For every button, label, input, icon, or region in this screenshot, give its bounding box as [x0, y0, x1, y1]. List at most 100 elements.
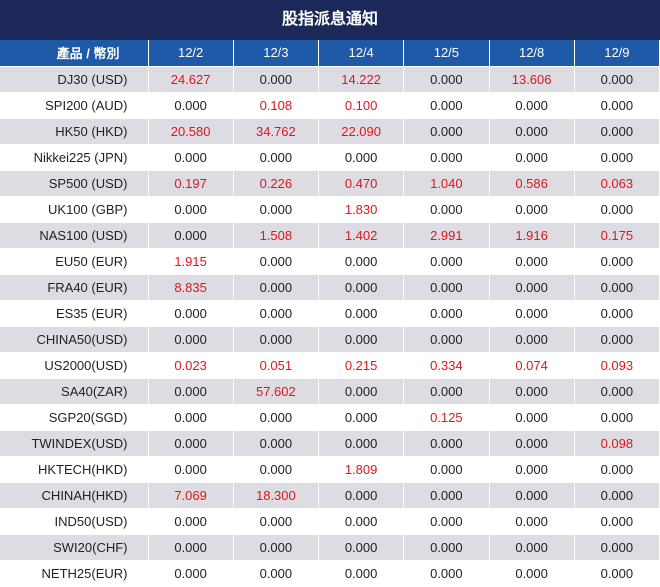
dividend-cell: 1.915	[148, 248, 234, 275]
dividend-cell: 0.000	[574, 456, 660, 483]
dividend-cell: 0.000	[489, 274, 575, 301]
dividend-cell: 0.000	[489, 144, 575, 171]
dividend-cell: 0.000	[403, 560, 490, 587]
dividend-cell: 0.000	[233, 404, 320, 431]
dividend-cell: 0.215	[318, 352, 405, 379]
dividend-cell: 0.000	[233, 196, 320, 223]
dividend-cell: 0.023	[148, 352, 234, 379]
dividend-cell: 0.125	[403, 404, 490, 431]
dividend-cell: 0.000	[318, 534, 405, 561]
product-cell: CHINA50(USD)	[0, 326, 149, 353]
dividend-cell: 22.090	[318, 118, 405, 145]
dividend-cell: 0.000	[403, 430, 490, 457]
dividend-cell: 0.000	[403, 326, 490, 353]
dividend-cell: 0.000	[489, 248, 575, 275]
dividend-cell: 0.000	[574, 144, 660, 171]
dividend-cell: 0.000	[148, 378, 234, 405]
dividend-cell: 0.000	[489, 300, 575, 327]
product-cell: CHINAH(HKD)	[0, 482, 149, 509]
dividend-cell: 0.000	[318, 300, 405, 327]
dividend-cell: 0.074	[489, 352, 575, 379]
dividend-cell: 0.000	[574, 378, 660, 405]
dividend-cell: 0.000	[403, 248, 490, 275]
dividend-cell: 0.000	[574, 300, 660, 327]
product-cell: EU50 (EUR)	[0, 248, 149, 275]
dividend-cell: 0.000	[489, 196, 575, 223]
dividend-cell: 0.000	[489, 508, 575, 535]
date-header: 12/5	[403, 40, 490, 67]
product-cell: IND50(USD)	[0, 508, 149, 535]
dividend-cell: 0.000	[403, 300, 490, 327]
dividend-cell: 0.000	[403, 196, 490, 223]
product-cell: US2000(USD)	[0, 352, 149, 379]
dividend-cell: 0.175	[574, 222, 660, 249]
dividend-cell: 0.000	[233, 560, 320, 587]
product-cell: DJ30 (USD)	[0, 66, 149, 93]
dividend-cell: 0.098	[574, 430, 660, 457]
header-row: 產品 / 幣別 12/2 12/3 12/4 12/5 12/8 12/9	[0, 40, 660, 67]
table: 產品 / 幣別 12/2 12/3 12/4 12/5 12/8 12/9 DJ30 (US…	[0, 40, 660, 587]
dividend-cell: 0.000	[489, 378, 575, 405]
product-cell: TWINDEX(USD)	[0, 430, 149, 457]
dividend-cell: 0.000	[318, 248, 405, 275]
dividend-cell: 1.040	[403, 170, 490, 197]
dividend-cell: 0.000	[489, 118, 575, 145]
dividend-cell: 0.000	[318, 274, 405, 301]
dividend-cell: 0.000	[403, 534, 490, 561]
dividend-cell: 0.586	[489, 170, 575, 197]
date-header: 12/4	[318, 40, 405, 67]
dividend-cell: 0.000	[574, 404, 660, 431]
table-row: EU50 (EUR) 1.915 0.000 0.000 0.000 0.000 0.000	[0, 248, 660, 275]
product-cell: NETH25(EUR)	[0, 560, 149, 587]
dividend-cell: 0.000	[574, 92, 660, 119]
dividend-cell: 0.000	[574, 196, 660, 223]
table-row: SPI200 (AUD) 0.000 0.108 0.100 0.000 0.000 0.0…	[0, 92, 660, 119]
dividend-cell: 0.108	[233, 92, 320, 119]
table-row: NAS100 (USD) 0.000 1.508 1.402 2.991 1.916 0.1…	[0, 222, 660, 249]
dividend-cell: 0.000	[233, 66, 320, 93]
dividend-cell: 0.000	[403, 118, 490, 145]
dividend-cell: 0.000	[148, 196, 234, 223]
dividend-cell: 0.000	[318, 378, 405, 405]
dividend-cell: 0.000	[318, 144, 405, 171]
dividend-cell: 0.000	[233, 326, 320, 353]
dividend-cell: 0.000	[574, 118, 660, 145]
table-row: TWINDEX(USD) 0.000 0.000 0.000 0.000 0.000 0.0…	[0, 430, 660, 457]
product-cell: NAS100 (USD)	[0, 222, 149, 249]
dividend-cell: 0.000	[489, 482, 575, 509]
table-row: DJ30 (USD) 24.627 0.000 14.222 0.000 13.606 0.…	[0, 66, 660, 93]
dividend-cell: 0.000	[574, 534, 660, 561]
date-header: 12/9	[574, 40, 660, 67]
dividend-cell: 0.197	[148, 170, 234, 197]
table-row: ES35 (EUR) 0.000 0.000 0.000 0.000 0.000 0.000	[0, 300, 660, 327]
table-row: US2000(USD) 0.023 0.051 0.215 0.334 0.074 0.09…	[0, 352, 660, 379]
dividend-cell: 0.000	[489, 326, 575, 353]
product-cell: SPI200 (AUD)	[0, 92, 149, 119]
dividend-cell: 0.000	[403, 92, 490, 119]
dividend-cell: 18.300	[233, 482, 320, 509]
table-row: NETH25(EUR) 0.000 0.000 0.000 0.000 0.000 0.00…	[0, 560, 660, 587]
dividend-cell: 0.000	[148, 326, 234, 353]
dividend-cell: 0.000	[574, 66, 660, 93]
dividend-cell: 0.000	[148, 430, 234, 457]
dividend-cell: 0.000	[403, 456, 490, 483]
dividend-cell: 0.000	[489, 456, 575, 483]
dividend-cell: 34.762	[233, 118, 320, 145]
dividend-cell: 0.000	[148, 560, 234, 587]
table-row: HK50 (HKD) 20.580 34.762 22.090 0.000 0.000 0.…	[0, 118, 660, 145]
dividend-cell: 0.000	[574, 248, 660, 275]
dividend-cell: 0.000	[148, 222, 234, 249]
dividend-cell: 0.000	[403, 482, 490, 509]
dividend-cell: 0.063	[574, 170, 660, 197]
dividend-cell: 0.000	[574, 482, 660, 509]
dividend-cell: 1.402	[318, 222, 405, 249]
dividend-cell: 0.000	[233, 274, 320, 301]
dividend-cell: 7.069	[148, 482, 234, 509]
dividend-cell: 0.000	[318, 508, 405, 535]
dividend-cell: 1.916	[489, 222, 575, 249]
dividend-cell: 0.000	[318, 560, 405, 587]
dividend-cell: 0.000	[574, 560, 660, 587]
dividend-cell: 0.093	[574, 352, 660, 379]
table-row: FRA40 (EUR) 8.835 0.000 0.000 0.000 0.000 0.00…	[0, 274, 660, 301]
